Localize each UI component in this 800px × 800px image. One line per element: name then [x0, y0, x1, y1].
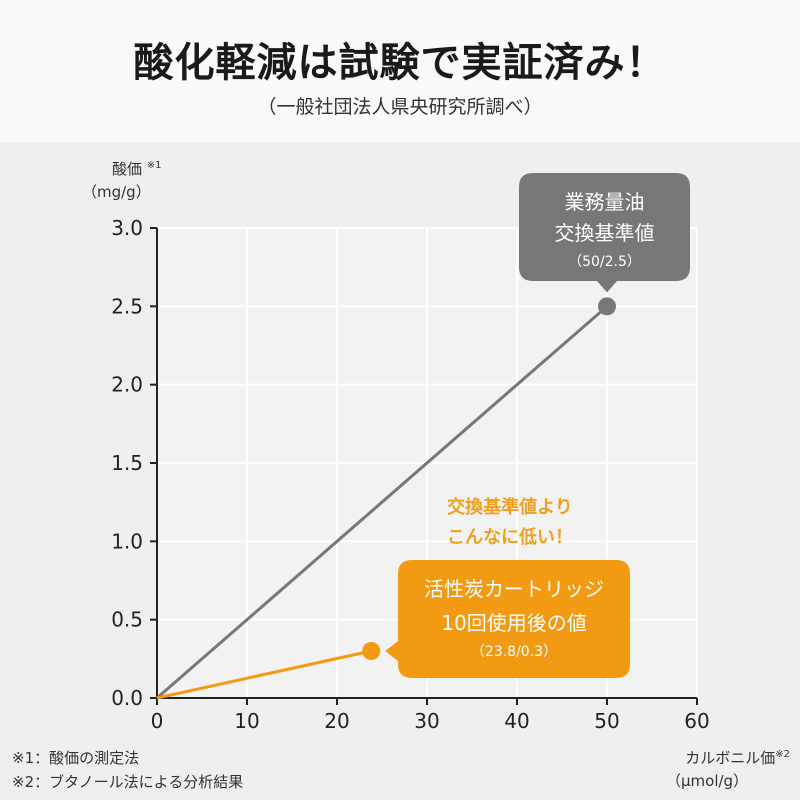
series-line-1 [156, 305, 608, 700]
y-tick-label: 1.0 [111, 529, 143, 553]
x-tick-label: 10 [234, 709, 259, 733]
x-tick-label: 50 [594, 709, 619, 733]
x-tick-label: 30 [414, 709, 439, 733]
chart-series [156, 297, 616, 700]
y-axis-label-mark: ※1 [146, 160, 162, 171]
series-line-2 [156, 649, 372, 700]
y-tick-label: 2.5 [111, 294, 143, 318]
y-tick-label: 1.5 [111, 451, 143, 475]
y-axis-unit: （mg/g） [82, 183, 151, 201]
annotation-line1: 交換基準値より [447, 496, 573, 518]
footnote-1: ※1：酸価の測定法 [12, 749, 140, 767]
orange-callout-line1: 活性炭カートリッジ [424, 577, 604, 601]
y-tick-label: 0.5 [111, 608, 143, 632]
x-tick-label: 40 [504, 709, 529, 733]
y-tick-label: 3.0 [111, 216, 143, 240]
x-tick-label: 20 [324, 709, 349, 733]
page-title: 酸化軽減は試験で実証済み！ [133, 40, 667, 86]
gray-callout-line1: 業務量油 [565, 190, 645, 214]
footnote-2: ※2：ブタノール法による分析結果 [12, 773, 244, 791]
orange-callout-line3: （23.8/0.3） [471, 644, 557, 660]
header-band: 酸化軽減は試験で実証済み！ （一般社団法人県央研究所調べ） [0, 0, 800, 142]
orange-callout-line2: 10回使用後の値 [441, 611, 586, 635]
x-tick-label: 60 [684, 709, 709, 733]
x-axis-label-mark: ※2 [775, 749, 790, 760]
gray-callout-line2: 交換基準値 [555, 221, 655, 245]
y-tick-label: 0.0 [111, 686, 143, 710]
series-point-2 [362, 642, 381, 660]
x-tick-label: 0 [151, 709, 164, 733]
gray-callout-bubble [519, 173, 690, 293]
orange-callout: 活性炭カートリッジ 10回使用後の値 （23.8/0.3） [385, 560, 630, 678]
x-axis-unit: （μmol/g） [666, 772, 749, 790]
gray-callout: 業務量油 交換基準値 （50/2.5） [519, 173, 690, 293]
gray-callout-line3: （50/2.5） [568, 254, 641, 270]
x-axis-label: カルボニル価※2 [685, 749, 790, 767]
chart-ticks: 0 10 20 30 40 50 60 0.0 0.5 1.0 1.5 2.0 2.5 3.0 [111, 216, 710, 733]
orange-callout-bubble [385, 560, 630, 678]
annotation-line2: こんなに低い！ [447, 526, 573, 548]
series-point-1 [598, 297, 616, 316]
y-tick-label: 2.0 [111, 373, 143, 397]
page-subtitle: （一般社団法人県央研究所調べ） [257, 96, 543, 118]
y-axis-label: 酸価 ※1 [112, 160, 162, 178]
